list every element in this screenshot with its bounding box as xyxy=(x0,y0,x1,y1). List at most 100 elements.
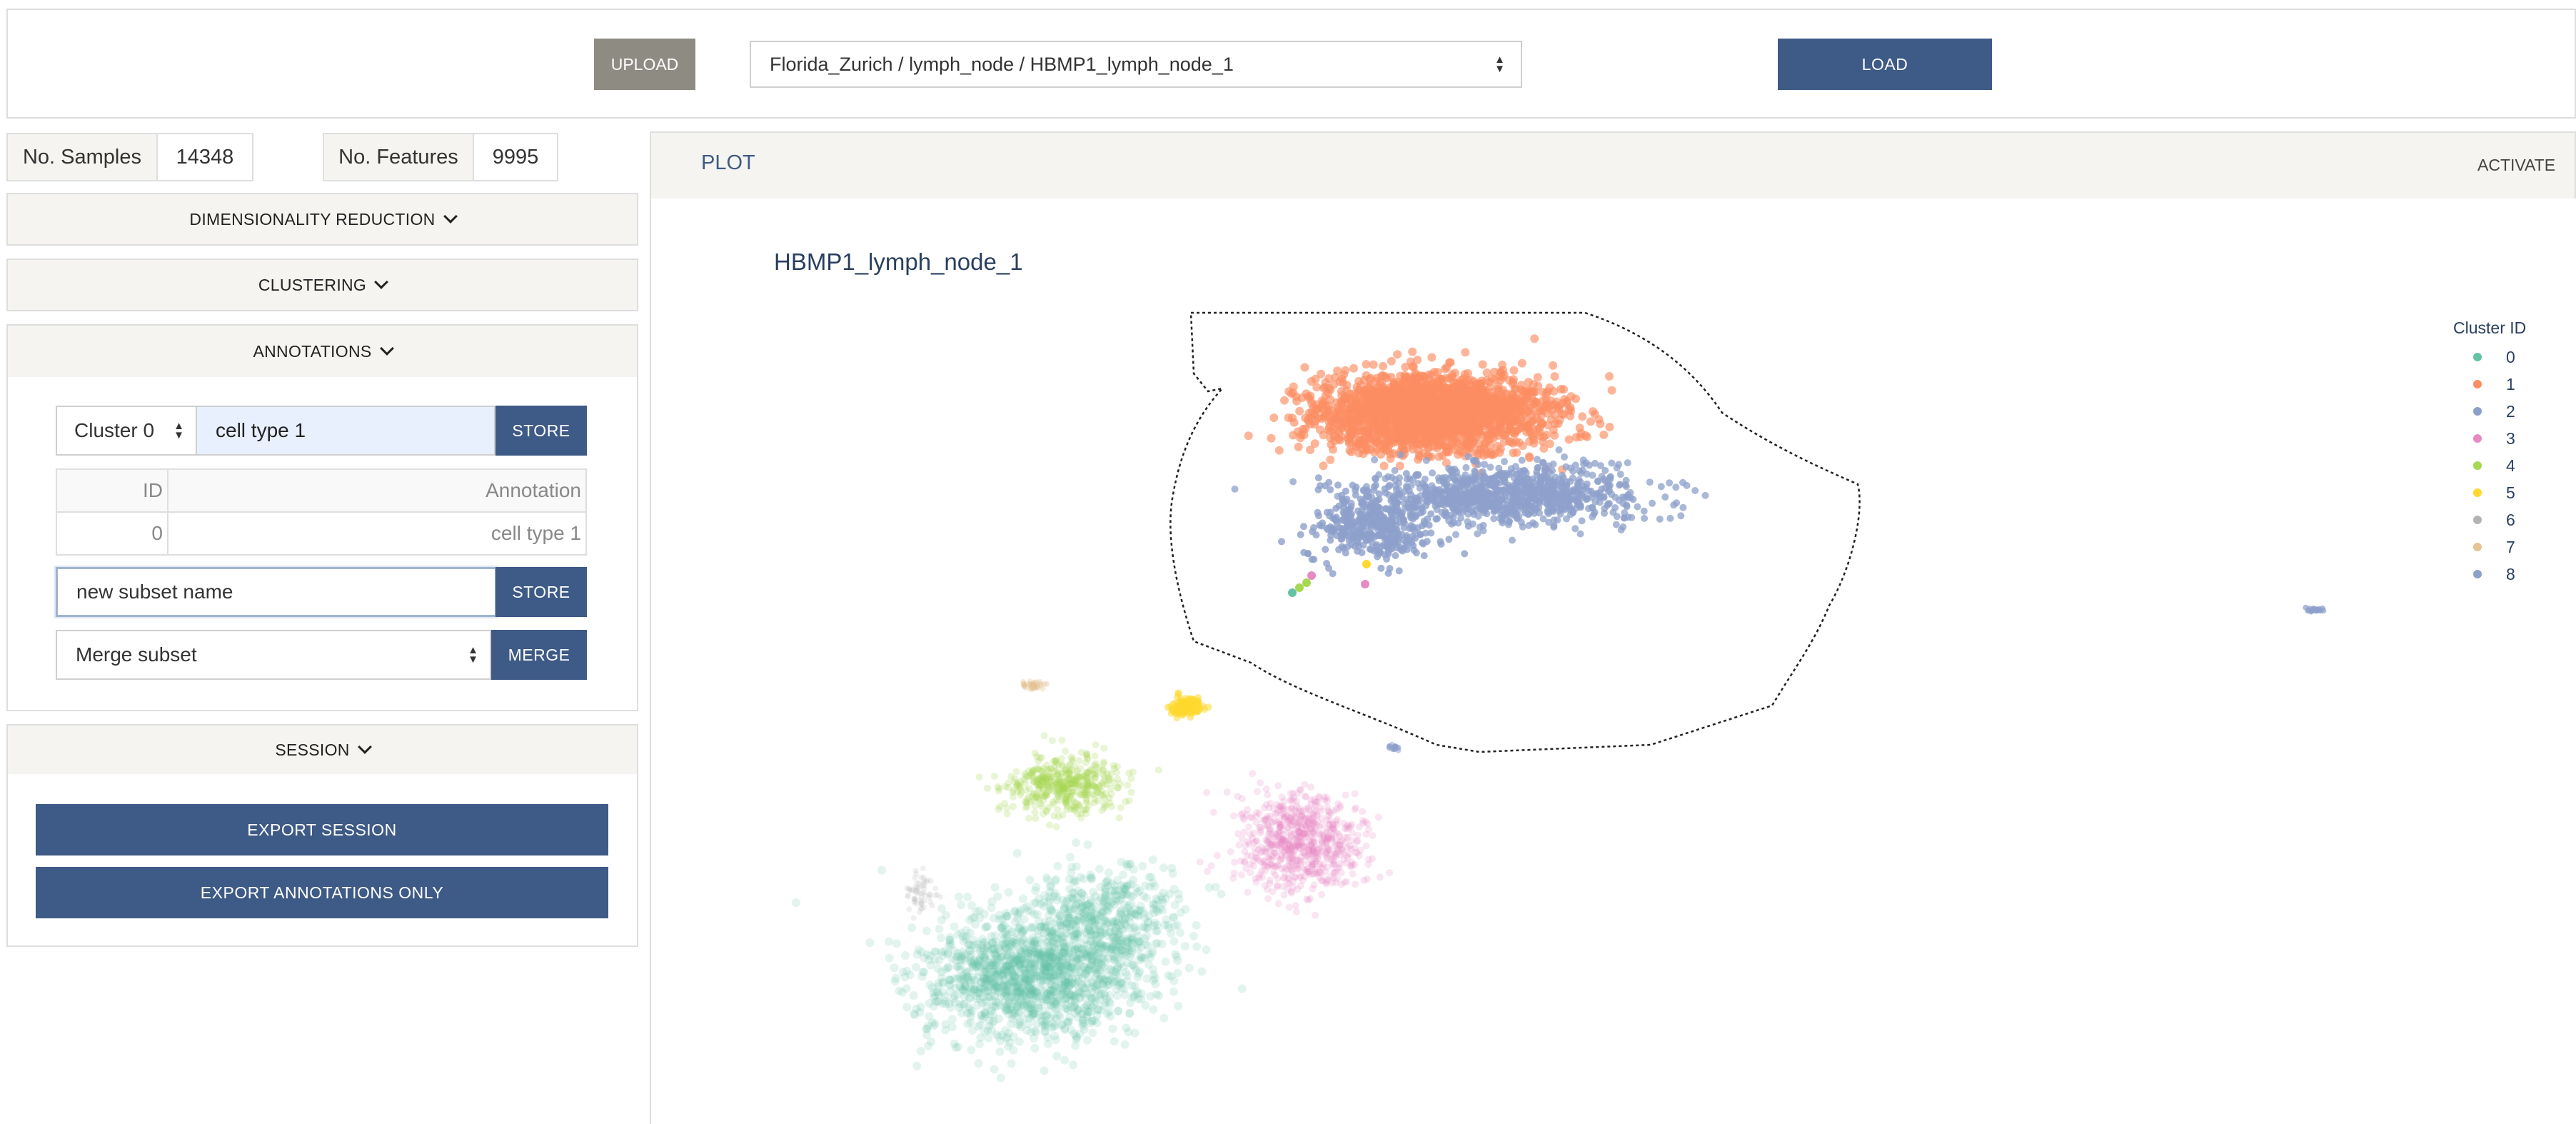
point-cluster-0 xyxy=(1095,864,1104,873)
point-cluster-0 xyxy=(1017,952,1026,961)
annotation-input[interactable]: cell type 1 xyxy=(196,406,495,456)
point-cluster-0 xyxy=(915,1008,925,1017)
point-cluster-3 xyxy=(1196,858,1204,866)
point-cluster-0 xyxy=(1003,991,1012,1000)
point-cluster-0 xyxy=(1103,980,1112,990)
cluster-select-value: Cluster 0 xyxy=(74,419,155,441)
store-subset-button[interactable]: STORE xyxy=(495,567,587,617)
point-cluster-3 xyxy=(1281,868,1289,876)
point-cluster-0 xyxy=(1052,923,1061,932)
point-cluster-0 xyxy=(912,1061,922,1070)
point-cluster-0 xyxy=(955,965,965,975)
point-cluster-0 xyxy=(1045,933,1055,942)
subset-name-input[interactable]: new subset name xyxy=(56,567,497,617)
point-cluster-6 xyxy=(920,865,926,871)
point-cluster-0 xyxy=(974,1022,983,1031)
point-cluster-0 xyxy=(1042,962,1052,971)
activate-button[interactable]: ACTIVATE xyxy=(2477,156,2556,174)
point-cluster-0 xyxy=(1123,958,1132,968)
point-cluster-0 xyxy=(977,978,986,986)
point-cluster-0 xyxy=(1041,966,1050,975)
point-cluster-0 xyxy=(1046,985,1055,994)
merge-subset-select[interactable]: Merge subset ▲ ▼ xyxy=(56,630,491,680)
plot-tab-label[interactable]: PLOT xyxy=(701,151,755,174)
point-cluster-0 xyxy=(1053,996,1062,1005)
point-cluster-3 xyxy=(1336,833,1344,841)
point-cluster-3 xyxy=(1268,841,1276,848)
point-cluster-5 xyxy=(1168,706,1176,714)
point-cluster-0 xyxy=(1114,980,1123,990)
section-clustering[interactable]: CLUSTERING xyxy=(6,259,638,311)
point-cluster-0 xyxy=(1002,961,1011,970)
point-cluster-0 xyxy=(982,962,992,970)
dataset-select[interactable]: Florida_Zurich / lymph_node / HBMP1_lymp… xyxy=(750,41,1522,88)
point-cluster-0 xyxy=(1039,1011,1048,1020)
point-cluster-0 xyxy=(1020,926,1030,935)
point-cluster-0 xyxy=(1057,965,1066,975)
point-cluster-1 xyxy=(1306,391,1315,401)
point-cluster-0 xyxy=(945,933,955,942)
point-cluster-0 xyxy=(1015,954,1024,963)
point-cluster-5 xyxy=(1174,689,1182,697)
section-annotations[interactable]: ANNOTATIONS xyxy=(8,326,637,377)
store-annotation-button[interactable]: STORE xyxy=(495,406,587,456)
point-cluster-3 xyxy=(1247,831,1254,838)
point-cluster-3 xyxy=(1317,877,1325,884)
section-session[interactable]: SESSION xyxy=(8,726,637,774)
point-cluster-0 xyxy=(1019,973,1027,983)
chevron-down-icon xyxy=(379,341,394,356)
point-cluster-3 xyxy=(1284,824,1292,832)
point-cluster-3 xyxy=(1319,860,1327,868)
point-cluster-0 xyxy=(1000,940,1010,950)
point-cluster-3 xyxy=(1289,790,1297,798)
point-cluster-6 xyxy=(925,877,931,883)
point-cluster-0 xyxy=(1113,963,1122,972)
merge-button[interactable]: MERGE xyxy=(491,630,587,680)
point-cluster-0 xyxy=(1169,913,1178,922)
point-cluster-0 xyxy=(1021,948,1030,958)
export-annotations-button[interactable]: EXPORT ANNOTATIONS ONLY xyxy=(36,867,608,918)
point-cluster-6 xyxy=(914,885,920,891)
point-cluster-0 xyxy=(1008,970,1017,979)
load-button[interactable]: LOAD xyxy=(1778,39,1992,90)
point-cluster-0 xyxy=(1060,945,1069,954)
export-session-button[interactable]: EXPORT SESSION xyxy=(36,804,608,855)
point-cluster-0 xyxy=(1093,956,1102,965)
point-cluster-0 xyxy=(988,978,997,987)
upload-button[interactable]: UPLOAD xyxy=(594,39,695,90)
point-cluster-0 xyxy=(1087,958,1097,967)
point-cluster-0 xyxy=(973,959,982,968)
point-cluster-0 xyxy=(943,963,952,972)
point-cluster-0 xyxy=(1077,955,1087,965)
point-cluster-0 xyxy=(1072,962,1082,971)
point-cluster-3 xyxy=(1264,813,1272,821)
point-cluster-0 xyxy=(984,1033,993,1043)
point-cluster-0 xyxy=(943,948,952,958)
point-cluster-3 xyxy=(1269,818,1277,826)
cluster-select[interactable]: Cluster 0 ▲ ▼ xyxy=(56,406,197,456)
point-cluster-0 xyxy=(1115,970,1124,979)
point-cluster-0 xyxy=(979,947,988,956)
point-cluster-7 xyxy=(1021,683,1027,690)
point-cluster-0 xyxy=(1006,1020,1015,1029)
point-cluster-3 xyxy=(1292,902,1299,909)
point-cluster-0 xyxy=(1114,1006,1123,1015)
point-cluster-6 xyxy=(918,894,925,900)
point-cluster-0 xyxy=(983,986,992,995)
point-cluster-0 xyxy=(920,968,929,977)
point-cluster-0 xyxy=(1132,883,1141,893)
point-cluster-0 xyxy=(1072,838,1080,847)
point-cluster-0 xyxy=(1103,1009,1112,1018)
point-cluster-3 xyxy=(1229,874,1237,882)
point-cluster-4 xyxy=(1025,814,1033,822)
point-cluster-0 xyxy=(977,1015,987,1023)
section-dimensionality-reduction[interactable]: DIMENSIONALITY REDUCTION xyxy=(6,193,638,246)
point-cluster-0 xyxy=(1065,1013,1075,1022)
point-cluster-0 xyxy=(1176,928,1185,938)
point-cluster-0 xyxy=(945,975,955,985)
point-cluster-5 xyxy=(1175,710,1182,718)
point-cluster-0 xyxy=(1025,982,1034,991)
point-cluster-0 xyxy=(1010,934,1019,943)
